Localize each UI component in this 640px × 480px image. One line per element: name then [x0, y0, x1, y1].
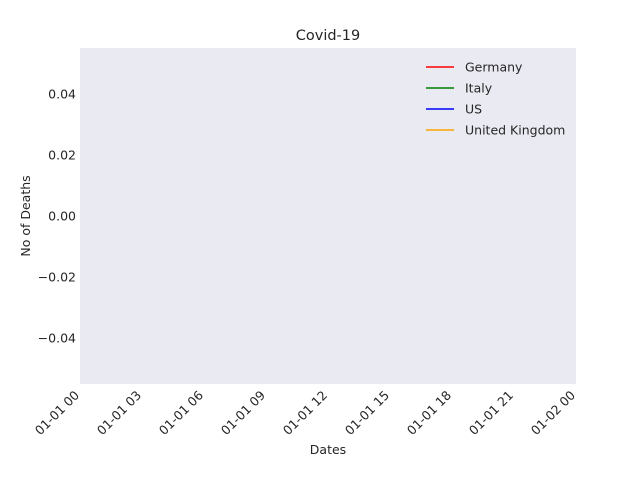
x-tick-label: 01-01 21 — [466, 388, 516, 438]
legend-label: US — [465, 102, 482, 117]
x-tick-label: 01-01 09 — [218, 387, 268, 437]
legend: Germany Italy US United Kingdom — [426, 60, 565, 138]
x-tick-label: 01-01 12 — [280, 388, 330, 438]
x-tick-label: 01-01 15 — [342, 388, 392, 438]
x-tick-label: 01-01 03 — [94, 388, 144, 438]
y-tick-label: −0.04 — [38, 331, 76, 346]
x-tick-label: 01-02 00 — [528, 387, 578, 437]
y-axis-label: No of Deaths — [18, 175, 33, 256]
x-tick-label: 01-01 06 — [156, 387, 206, 437]
plot-area — [80, 48, 576, 384]
x-axis-ticks: 01-01 00 01-01 03 01-01 06 01-01 09 01-01 12… — [32, 387, 578, 437]
legend-label: Germany — [465, 60, 523, 75]
y-tick-label: 0.00 — [48, 209, 76, 224]
y-tick-label: 0.04 — [48, 86, 76, 101]
x-axis-label: Dates — [310, 442, 346, 457]
x-tick-label: 01-01 18 — [404, 387, 454, 437]
legend-label: Italy — [465, 81, 493, 96]
legend-label: United Kingdom — [465, 123, 565, 138]
y-tick-label: −0.02 — [38, 270, 76, 285]
y-tick-label: 0.02 — [48, 147, 76, 162]
x-tick-label: 01-01 00 — [32, 387, 82, 437]
y-axis-ticks: 0.04 0.02 0.00 −0.02 −0.04 — [38, 86, 76, 345]
chart-title: Covid-19 — [296, 28, 361, 44]
